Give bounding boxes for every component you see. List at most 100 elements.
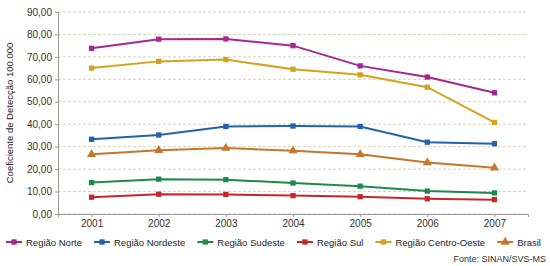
x-tick: 2004 [282, 214, 305, 229]
series [89, 57, 497, 125]
line [92, 60, 495, 123]
legend-marker [99, 239, 104, 244]
marker [87, 149, 96, 157]
y-tick-label: 40,00 [27, 119, 52, 130]
x-axis-line [59, 215, 529, 218]
legend-label: Brasil [517, 237, 541, 248]
x-tick-mark [159, 214, 160, 217]
line [92, 126, 495, 144]
x-tick-label: 2001 [81, 218, 104, 229]
marker [492, 197, 497, 202]
marker [288, 145, 297, 153]
legend-label: Região Nordeste [114, 237, 185, 248]
y-tick: 40,00 [27, 119, 58, 130]
x-tick: 2002 [148, 214, 171, 229]
marker [290, 180, 295, 185]
legend-item: Região Centro-Oeste [375, 237, 485, 248]
y-tick-mark [55, 192, 58, 193]
y-tick-mark [55, 214, 58, 215]
grid-line [58, 169, 528, 170]
series [89, 177, 497, 196]
y-tick: 10,00 [27, 186, 58, 197]
y-tick-mark [55, 79, 58, 80]
y-axis-title: Coeficiente de Detecção 100.000 [4, 43, 15, 184]
x-tick-mark [427, 214, 428, 217]
marker [492, 90, 497, 95]
marker [223, 124, 228, 129]
x-tick-mark [494, 214, 495, 217]
series [89, 36, 497, 95]
grid-line [58, 12, 528, 13]
y-tick-label: 90,00 [27, 7, 52, 18]
y-axis: 0,00 10,00 20,00 30,00 40,00 50,00 60,00 70,00 8… [27, 7, 59, 220]
y-tick-label: 60,00 [27, 74, 52, 85]
marker [490, 163, 499, 171]
legend-label: Região Norte [26, 237, 82, 248]
marker [425, 85, 430, 90]
y-tick-mark [55, 124, 58, 125]
y-tick-label: 0,00 [33, 209, 53, 220]
legend-marker [11, 239, 16, 244]
legend-item: Região Norte [6, 237, 82, 248]
x-tick-mark [360, 214, 361, 217]
y-tick-mark [55, 34, 58, 35]
x-tick: 2001 [81, 214, 104, 229]
marker [290, 123, 295, 128]
x-tick: 2003 [215, 214, 238, 229]
marker [357, 63, 362, 68]
marker [223, 57, 228, 62]
marker [425, 74, 430, 79]
series-group [87, 36, 499, 202]
marker [89, 137, 94, 142]
marker [89, 65, 94, 70]
marker [89, 180, 94, 185]
x-tick-mark [226, 214, 227, 217]
marker [156, 177, 161, 182]
y-tick: 80,00 [27, 29, 58, 40]
legend-item: Região Sul [297, 237, 363, 248]
x-tick-label: 2004 [282, 218, 305, 229]
marker [223, 177, 228, 182]
grid-line [58, 34, 528, 35]
marker [357, 72, 362, 77]
y-axis-line [55, 13, 59, 215]
x-tick-mark [293, 214, 294, 217]
plot: 0,00 10,00 20,00 30,00 40,00 50,00 60,00 70,00 8… [27, 7, 529, 229]
y-tick: 60,00 [27, 74, 58, 85]
y-tick: 90,00 [27, 7, 58, 18]
marker [223, 36, 228, 41]
marker [492, 141, 497, 146]
chart: 0,00 10,00 20,00 30,00 40,00 50,00 60,00 70,00 8… [0, 0, 550, 266]
marker [357, 194, 362, 199]
legend-item: Brasil [497, 237, 541, 248]
grid-line [58, 79, 528, 80]
y-tick: 70,00 [27, 52, 58, 63]
series [89, 192, 497, 203]
y-tick-label: 20,00 [27, 164, 52, 175]
x-tick: 2005 [350, 214, 373, 229]
marker [290, 67, 295, 72]
legend-marker [203, 239, 208, 244]
y-tick: 50,00 [27, 96, 58, 107]
series [89, 123, 497, 146]
legend-marker [302, 239, 307, 244]
marker [290, 193, 295, 198]
x-axis: 2001200220032004200520062007 [59, 214, 529, 229]
marker [423, 157, 432, 165]
x-tick-mark [92, 214, 93, 217]
legend-label: Região Sul [317, 237, 363, 248]
marker [156, 132, 161, 137]
y-tick: 0,00 [33, 209, 58, 220]
marker [223, 192, 228, 197]
legend-item: Região Nordeste [94, 237, 185, 248]
y-tick-label: 50,00 [27, 96, 52, 107]
marker [290, 43, 295, 48]
y-tick-label: 10,00 [27, 186, 52, 197]
marker [357, 184, 362, 189]
y-tick-label: 30,00 [27, 141, 52, 152]
marker [357, 124, 362, 129]
series [87, 143, 499, 171]
y-tick: 20,00 [27, 164, 58, 175]
marker [89, 195, 94, 200]
legend-item: Região Sudeste [197, 237, 285, 248]
